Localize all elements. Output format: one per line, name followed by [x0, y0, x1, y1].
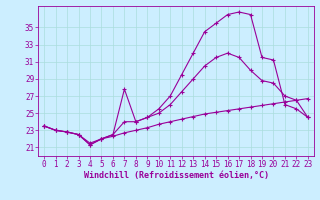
X-axis label: Windchill (Refroidissement éolien,°C): Windchill (Refroidissement éolien,°C) [84, 171, 268, 180]
